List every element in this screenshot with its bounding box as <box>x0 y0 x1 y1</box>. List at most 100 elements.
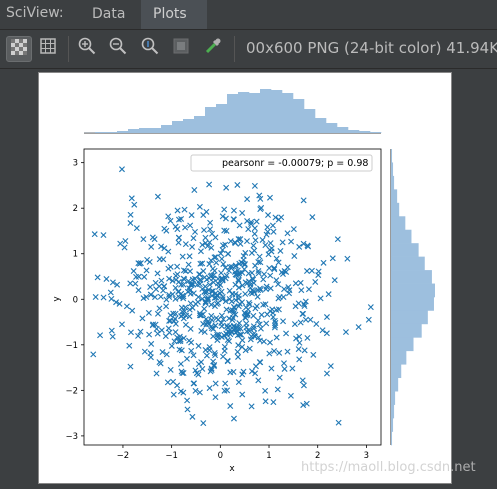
scatter-point <box>235 342 242 349</box>
scatter-point <box>172 329 179 336</box>
scatter-point <box>139 315 146 322</box>
scatter-point <box>258 204 265 211</box>
scatter-point <box>283 268 290 275</box>
scatter-point <box>165 265 172 272</box>
zoom-in-button[interactable] <box>75 36 99 60</box>
y-axis-label: y <box>52 296 62 302</box>
scatter-point <box>286 290 293 297</box>
scatter-point <box>299 310 306 317</box>
scatter-point <box>218 269 225 276</box>
scatter-point <box>304 268 310 275</box>
scatter-point <box>174 382 181 389</box>
scatter-point <box>273 255 280 262</box>
scatter-point <box>103 275 110 282</box>
fit-button[interactable] <box>169 36 193 60</box>
x-tick-label: 1 <box>266 451 271 461</box>
scatter-point <box>268 365 275 372</box>
scatter-point <box>143 267 150 274</box>
scatter-point <box>234 348 241 355</box>
scatter-point <box>201 288 208 295</box>
x-hist-bar <box>348 130 360 133</box>
grid-button[interactable] <box>36 36 60 60</box>
scatter-point <box>191 380 198 387</box>
scatter-point <box>212 380 219 387</box>
scatter-point <box>257 259 264 266</box>
scatter-point <box>308 267 315 274</box>
scatter-point <box>221 387 228 394</box>
scatter-point <box>246 345 253 352</box>
tab-plots[interactable]: Plots <box>141 0 207 29</box>
scatter-point <box>335 419 342 426</box>
scatter-point <box>118 321 125 328</box>
scatter-point <box>97 332 104 339</box>
y-hist-bar <box>391 189 398 204</box>
scatter-point <box>257 325 264 332</box>
scatter-point <box>128 195 135 202</box>
scatter-point <box>91 231 98 238</box>
scatter-point <box>146 331 153 338</box>
scatter-point <box>206 261 213 268</box>
scatter-point <box>296 243 303 250</box>
scatter-point <box>108 327 115 334</box>
scatter-point <box>154 270 161 277</box>
scatter-point <box>242 249 249 256</box>
scatter-point <box>285 284 292 291</box>
scatter-point <box>251 332 258 339</box>
scatter-point <box>178 304 185 311</box>
y-hist-bar <box>391 350 407 365</box>
scatter-point <box>275 281 282 288</box>
scatter-point <box>187 300 194 307</box>
scatter-point <box>295 346 302 353</box>
tab-data[interactable]: Data <box>92 6 126 22</box>
scatter-point <box>223 227 230 234</box>
scatter-point <box>170 391 177 398</box>
y-hist-bar <box>391 297 434 311</box>
scatter-point <box>230 207 237 214</box>
scatter-point <box>135 332 142 339</box>
x-hist-bar <box>359 131 371 133</box>
zoom-out-button[interactable] <box>106 36 130 60</box>
scatter-point <box>178 313 185 320</box>
actual-size-button[interactable] <box>138 36 162 60</box>
zoom-in-icon <box>78 37 96 59</box>
scatter-point <box>248 221 255 228</box>
scatter-point <box>185 261 192 268</box>
scatter-point <box>273 334 280 341</box>
scatter-point <box>148 340 155 347</box>
scatter-point <box>165 325 172 332</box>
scatter-point <box>180 369 187 376</box>
scatter-point <box>266 350 273 357</box>
x-ticks: −2 −1 0 1 2 3 <box>117 445 369 461</box>
scatter-point <box>263 320 270 327</box>
color-picker-button[interactable] <box>201 36 225 60</box>
scatter-point <box>239 299 246 306</box>
scatter-point <box>270 314 277 321</box>
scatter-point <box>307 316 314 323</box>
scatter-point <box>219 213 226 220</box>
scatter-point <box>220 242 226 249</box>
scatter-point <box>144 256 151 263</box>
zoom-out-icon <box>109 37 127 59</box>
scatter-point <box>304 334 311 341</box>
scatter-point <box>229 291 236 298</box>
scatter-point <box>223 306 230 313</box>
scatter-point <box>180 267 187 274</box>
checkerboard-button[interactable] <box>6 36 32 62</box>
scatter-point <box>219 296 226 303</box>
y-hist-bar <box>391 270 432 284</box>
scatter-point <box>240 368 247 375</box>
scatter-point <box>189 413 196 420</box>
y-hist-bar <box>391 418 394 432</box>
scatter-point <box>189 304 196 311</box>
scatter-point <box>199 260 206 267</box>
scatter-point <box>207 226 214 233</box>
scatter-point <box>272 322 279 329</box>
scatter-point <box>152 294 158 301</box>
x-hist-bar <box>95 132 107 133</box>
y-hist-bar <box>391 431 393 446</box>
scatter-point <box>203 316 210 323</box>
scatter-point <box>158 243 165 250</box>
scatter-point <box>252 237 259 244</box>
scatter-axes <box>83 148 382 446</box>
scatter-point <box>164 379 171 386</box>
